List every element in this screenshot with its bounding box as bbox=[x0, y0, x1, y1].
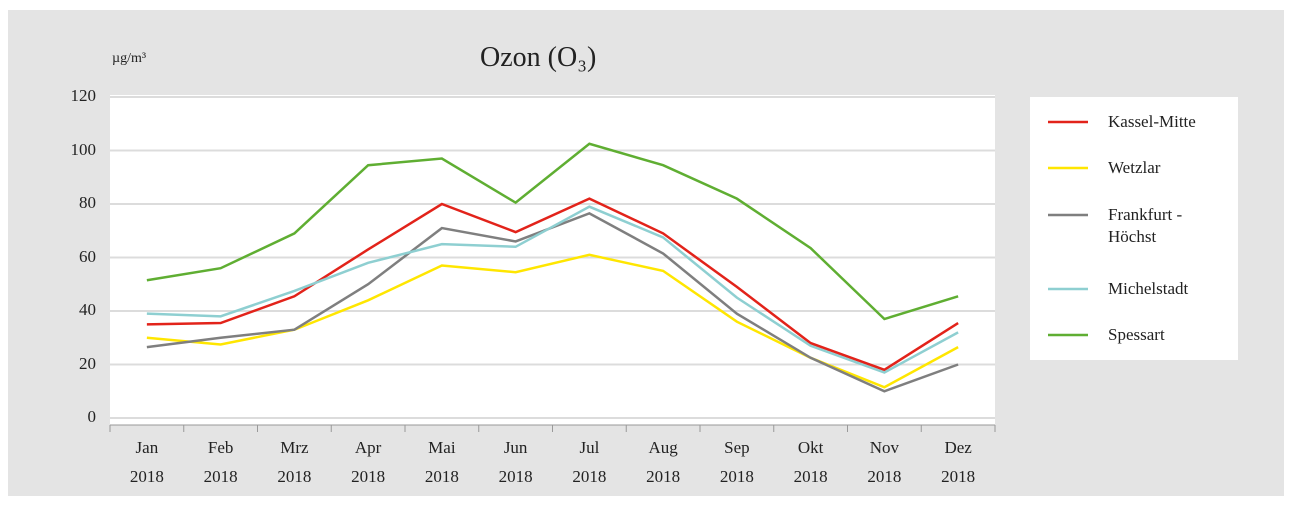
y-tick-label: 80 bbox=[79, 193, 96, 212]
series-line bbox=[146, 197, 959, 372]
x-tick-label: Feb 2018 bbox=[203, 438, 238, 486]
x-tick-label: Aug 2018 bbox=[646, 438, 681, 486]
y-tick-label: 120 bbox=[70, 86, 97, 105]
x-tick-label: Mrz 2018 bbox=[277, 438, 312, 486]
y-tick-label: 0 bbox=[87, 407, 97, 426]
y-axis-label: µg/m³ bbox=[112, 51, 147, 66]
series-line bbox=[146, 142, 959, 321]
y-tick-label: 40 bbox=[79, 300, 96, 319]
y-tick-label: 60 bbox=[79, 246, 96, 266]
x-tick-label: Dez 2018 bbox=[941, 438, 976, 486]
legend-box bbox=[1030, 97, 1238, 360]
series-line bbox=[146, 205, 959, 374]
chart-title: Ozon (O₃) bbox=[480, 42, 597, 73]
x-tick-label: Jun 2018 bbox=[498, 438, 533, 486]
x-tick-label: Mai 2018 bbox=[424, 438, 459, 486]
plot-area bbox=[110, 95, 995, 425]
x-tick-label: Jan 2018 bbox=[129, 438, 164, 486]
legend-label: Spessart bbox=[1108, 325, 1165, 344]
legend-label: Wetzlar bbox=[1108, 158, 1161, 177]
legend-label: Frankfurt - Höchst bbox=[1108, 205, 1183, 246]
x-tick-label: Okt 2018 bbox=[793, 438, 828, 486]
y-tick-label: 20 bbox=[79, 353, 96, 373]
x-tick-label: Sep 2018 bbox=[719, 438, 754, 486]
legend-label: Kassel-Mitte bbox=[1108, 112, 1196, 131]
legend-label: Michelstadt bbox=[1108, 279, 1189, 298]
x-tick-label: Apr 2018 bbox=[351, 438, 386, 486]
y-tick-label: 100 bbox=[70, 139, 97, 159]
x-tick-label: Jul 2018 bbox=[572, 438, 607, 486]
x-tick-label: Nov 2018 bbox=[867, 438, 902, 486]
